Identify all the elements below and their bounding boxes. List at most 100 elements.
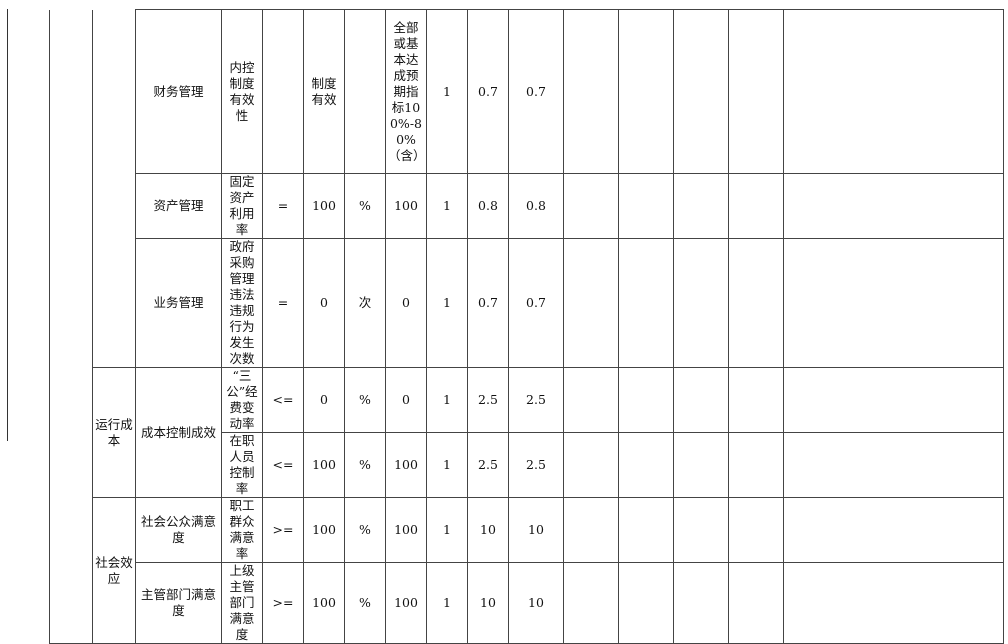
cell-c1: 1 xyxy=(426,432,468,498)
cell-actual: 0 xyxy=(385,367,427,433)
cell-c3: 0.8 xyxy=(508,173,564,239)
cell-unit: % xyxy=(344,432,386,498)
empty-cell xyxy=(673,367,729,433)
cell-op: >= xyxy=(262,562,304,644)
cell-unit: % xyxy=(344,173,386,239)
table-row: 运行成本 成本控制成效 “三公”经费变动率 <= 0% 0 1 2.5 2.5 xyxy=(50,367,1004,498)
cell-c2: 2.5 xyxy=(467,367,509,433)
performance-indicator-table: 财务管理 内控制度有效性 制度有效 全部或基本达成预期指标100%-80%（含） 1 0.… xyxy=(49,9,1004,644)
cell-actual: 100 xyxy=(385,432,427,498)
cell-target: 100 xyxy=(303,432,345,498)
empty-cell xyxy=(563,562,619,644)
empty-cell xyxy=(783,497,1004,563)
secondary-indicator: 主管部门满意度 xyxy=(135,562,222,644)
cell-actual: 100 xyxy=(385,497,427,563)
cell-c2: 0.8 xyxy=(467,173,509,239)
table-row: 社会效应 社会公众满意度 职工群众满意率 >= 100% 100 1 10 10 xyxy=(50,497,1004,644)
cell-unit: % xyxy=(344,497,386,563)
cell-op: = xyxy=(262,173,304,239)
cell-c2: 0.7 xyxy=(467,9,509,174)
cell-op: <= xyxy=(262,432,304,498)
cell-l3: 上级主管部门满意度 xyxy=(221,562,263,644)
empty-cell xyxy=(673,238,729,368)
empty-cell xyxy=(728,432,784,498)
empty-cell xyxy=(563,173,619,239)
cell-actual: 全部或基本达成预期指标100%-80%（含） xyxy=(385,9,427,174)
cell-c3: 0.7 xyxy=(508,9,564,174)
cell-target: 0 xyxy=(303,367,345,433)
cell-l3: 固定资产利用率 xyxy=(221,173,263,239)
cell-c2: 0.7 xyxy=(467,238,509,368)
cell-target: 0 xyxy=(303,238,345,368)
empty-cell xyxy=(618,432,674,498)
empty-cell xyxy=(563,238,619,368)
secondary-indicator: 业务管理 xyxy=(135,238,222,368)
cell-c3: 2.5 xyxy=(508,367,564,433)
cell-op: <= xyxy=(262,367,304,433)
cell-l3: “三公”经费变动率 xyxy=(221,367,263,433)
cell-l3: 在职人员控制率 xyxy=(221,432,263,498)
secondary-indicator: 资产管理 xyxy=(135,173,222,239)
empty-cell xyxy=(563,432,619,498)
cell-l3: 内控制度有效性 xyxy=(221,9,263,174)
cell-c1: 1 xyxy=(426,173,468,239)
empty-cell xyxy=(783,562,1004,644)
cell-c1: 1 xyxy=(426,238,468,368)
empty-cell xyxy=(673,562,729,644)
empty-cell xyxy=(618,173,674,239)
table-row: 业务管理 政府采购管理违法违规行为发生次数 = 0 次 0 1 0.7 0.7 xyxy=(50,238,1004,368)
cell-c1: 1 xyxy=(426,562,468,644)
empty-cell xyxy=(728,497,784,563)
cell-actual: 100 xyxy=(385,562,427,644)
empty-cell xyxy=(783,9,1004,174)
cell-unit xyxy=(344,9,386,174)
group-operating-cost: 运行成本 xyxy=(92,367,136,498)
empty-cell xyxy=(618,367,674,433)
cell-op xyxy=(262,9,304,174)
cell-unit: % xyxy=(344,562,386,644)
empty-cell xyxy=(563,367,619,433)
cell-c1: 1 xyxy=(426,367,468,433)
cell-op: = xyxy=(262,238,304,368)
empty-cell xyxy=(618,497,674,563)
cell-target: 100 xyxy=(303,173,345,239)
table-row: 主管部门满意度 上级主管部门满意度 >= 100% 100 1 10 10 xyxy=(50,562,1004,644)
cell-actual: 100 xyxy=(385,173,427,239)
secondary-indicator: 成本控制成效 xyxy=(135,367,222,498)
cell-unit: % xyxy=(344,367,386,433)
cell-unit: 次 xyxy=(344,238,386,368)
cell-op: >= xyxy=(262,497,304,563)
table-row: 资产管理 固定资产利用率 = 100% 100 1 0.8 0.8 xyxy=(50,173,1004,239)
empty-cell xyxy=(618,9,674,174)
cell-target: 制度有效 xyxy=(303,9,345,174)
empty-cell xyxy=(563,497,619,563)
empty-cell xyxy=(618,238,674,368)
cell-c3: 10 xyxy=(508,562,564,644)
empty-cell xyxy=(618,562,674,644)
cell-target: 100 xyxy=(303,562,345,644)
empty-cell xyxy=(783,238,1004,368)
table-row: 财务管理 内控制度有效性 制度有效 全部或基本达成预期指标100%-80%（含） 1 0.… xyxy=(49,9,1004,644)
empty-cell xyxy=(728,367,784,433)
cell-c3: 2.5 xyxy=(508,432,564,498)
empty-cell xyxy=(728,173,784,239)
secondary-indicator: 财务管理 xyxy=(135,9,222,174)
empty-cell xyxy=(673,497,729,563)
cell-c1: 1 xyxy=(426,9,468,174)
empty-cell xyxy=(673,173,729,239)
group-social-effect: 社会效应 xyxy=(92,497,136,644)
empty-cell xyxy=(783,367,1004,433)
empty-cell xyxy=(783,173,1004,239)
cell-c2: 10 xyxy=(467,562,509,644)
empty-cell xyxy=(728,562,784,644)
empty-cell xyxy=(783,432,1004,498)
cell-actual: 0 xyxy=(385,238,427,368)
secondary-indicator: 社会公众满意度 xyxy=(135,497,222,563)
cell-c2: 2.5 xyxy=(467,432,509,498)
level2-group-cell xyxy=(92,9,136,368)
empty-cell xyxy=(728,9,784,174)
cell-c3: 0.7 xyxy=(508,238,564,368)
cell-l3: 政府采购管理违法违规行为发生次数 xyxy=(221,238,263,368)
empty-cell xyxy=(728,238,784,368)
empty-cell xyxy=(673,9,729,174)
